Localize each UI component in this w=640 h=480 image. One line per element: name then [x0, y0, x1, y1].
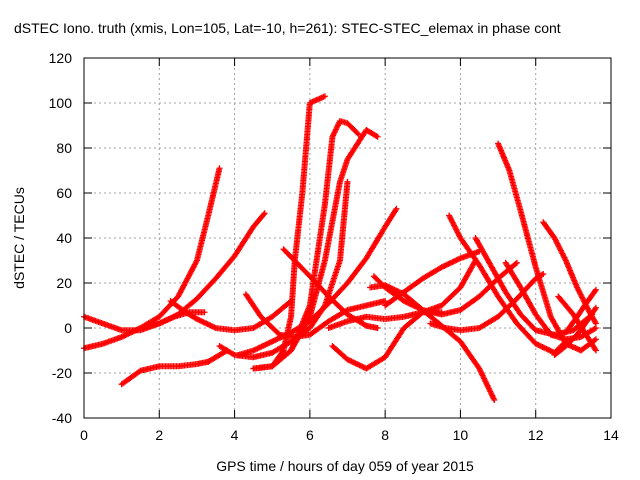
series-arc-12 [269, 118, 362, 370]
data-point [540, 271, 547, 277]
x-tick-label: 8 [381, 427, 389, 443]
y-tick-label: 40 [56, 230, 72, 246]
x-tick-label: 2 [155, 427, 163, 443]
data-point [512, 260, 519, 267]
series-arc-20 [446, 212, 569, 356]
y-tick-label: 20 [56, 275, 72, 291]
x-tick-label: 12 [528, 427, 544, 443]
x-tick-label: 6 [306, 427, 314, 443]
series-arc-25 [551, 304, 599, 358]
axis-ticks: 0 2 4 6 8 10 12 14 -40 -20 0 20 40 60 80 100 120 [49, 50, 619, 443]
data-point [513, 259, 520, 266]
y-tick-label: 120 [49, 50, 73, 66]
data-point [344, 178, 351, 185]
series-arc-04 [137, 210, 268, 331]
y-tick-label: -40 [52, 410, 72, 426]
data-point [592, 346, 599, 353]
data-point [592, 320, 599, 327]
series-arc-01 [81, 165, 223, 352]
series-arc-03 [118, 358, 212, 388]
y-tick-label: 80 [56, 140, 72, 156]
series-arc-22 [495, 140, 599, 354]
x-tick-label: 10 [453, 427, 469, 443]
chart-title: dSTEC Iono. truth (xmis, Lon=105, Lat=-1… [14, 20, 561, 36]
x-tick-label: 14 [603, 427, 619, 443]
y-axis-label: dSTEC / TECUs [11, 187, 27, 289]
data-point [374, 133, 381, 140]
x-tick-label: 0 [80, 427, 88, 443]
y-tick-label: 60 [56, 185, 72, 201]
x-tick-label: 4 [231, 427, 239, 443]
data-point [392, 207, 399, 214]
data-point [592, 306, 599, 312]
data-point [491, 397, 498, 403]
data-point [279, 348, 286, 355]
data-point [592, 286, 599, 293]
data-point [201, 309, 208, 316]
series-arc-15 [329, 309, 445, 372]
data-point [592, 347, 599, 354]
data-point [321, 93, 328, 100]
data-point [591, 337, 598, 344]
data-points [81, 93, 599, 403]
data-point [261, 210, 268, 217]
data-point [592, 287, 599, 294]
data-point [136, 368, 143, 375]
series-arc-11 [250, 127, 381, 372]
data-point [260, 211, 267, 218]
y-tick-label: 0 [64, 320, 72, 336]
data-point [361, 321, 368, 328]
y-tick-label: 100 [49, 95, 73, 111]
data-point [592, 336, 599, 343]
y-tick-label: -20 [52, 365, 72, 381]
data-point [393, 205, 400, 212]
x-axis-label: GPS time / hours of day 059 of year 2015 [216, 458, 474, 474]
data-point [592, 304, 599, 311]
series-arc-18 [382, 248, 483, 309]
data-point [354, 130, 361, 137]
series-arc-27 [555, 293, 599, 354]
data-point [216, 165, 223, 172]
data-point [373, 133, 380, 139]
series-arc-13 [280, 246, 381, 331]
data-point [355, 131, 362, 138]
data-point [374, 325, 381, 331]
